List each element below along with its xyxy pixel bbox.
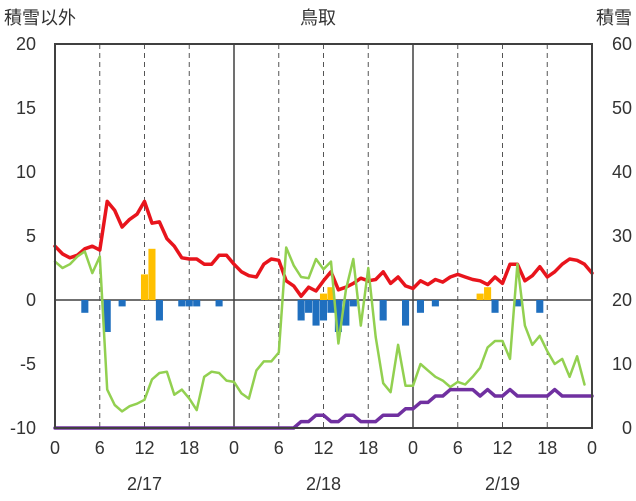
bar bbox=[431, 300, 439, 307]
series-line bbox=[53, 199, 594, 298]
chart-title: 鳥取 bbox=[300, 8, 336, 29]
date-label: 2/19 bbox=[485, 474, 520, 494]
bar bbox=[103, 300, 111, 332]
right-tick-label: 0 bbox=[622, 418, 632, 438]
right-tick-label: 20 bbox=[612, 290, 632, 310]
x-axis-ticks: 0 6 12 18 0 6 12 18 0 6 12 18 0 bbox=[50, 438, 597, 458]
x-tick-label: 6 bbox=[274, 438, 284, 458]
bar bbox=[297, 300, 305, 321]
right-axis-ticks: 60 50 40 30 20 10 0 bbox=[612, 34, 632, 438]
x-tick-label: 0 bbox=[50, 438, 60, 458]
series-line bbox=[53, 246, 586, 413]
left-tick-label: 20 bbox=[16, 34, 36, 54]
bar bbox=[312, 300, 320, 326]
bar bbox=[349, 300, 357, 307]
left-tick-label: 0 bbox=[26, 290, 36, 310]
left-tick-label: 15 bbox=[16, 98, 36, 118]
right-tick-label: 10 bbox=[612, 354, 632, 374]
left-axis-ticks: 20 15 10 5 0 -5 -10 bbox=[10, 34, 36, 438]
bar bbox=[118, 300, 126, 307]
date-label: 2/18 bbox=[306, 474, 341, 494]
bar bbox=[81, 300, 89, 313]
left-tick-label: 10 bbox=[16, 162, 36, 182]
bar bbox=[491, 300, 499, 313]
x-tick-label: 6 bbox=[453, 438, 463, 458]
bar bbox=[416, 300, 425, 313]
x-tick-label: 18 bbox=[358, 438, 378, 458]
right-tick-label: 30 bbox=[612, 226, 632, 246]
bar bbox=[342, 300, 350, 326]
bar bbox=[536, 300, 544, 313]
x-tick-label: 0 bbox=[587, 438, 597, 458]
bar bbox=[484, 287, 492, 300]
x-tick-label: 12 bbox=[134, 438, 154, 458]
right-tick-label: 60 bbox=[612, 34, 632, 54]
x-tick-label: 6 bbox=[95, 438, 105, 458]
bar bbox=[319, 293, 328, 300]
bar bbox=[327, 287, 335, 300]
bar bbox=[185, 300, 193, 307]
x-tick-label: 18 bbox=[537, 438, 557, 458]
left-axis-label: 積雪以外 bbox=[4, 8, 76, 29]
bar-series bbox=[81, 248, 544, 332]
bar bbox=[319, 300, 328, 321]
x-tick-label: 18 bbox=[179, 438, 199, 458]
left-tick-label: -5 bbox=[20, 354, 36, 374]
series-line bbox=[53, 387, 594, 430]
bar bbox=[513, 300, 521, 307]
date-label: 2/17 bbox=[127, 474, 162, 494]
x-tick-label: 0 bbox=[408, 438, 418, 458]
bar bbox=[178, 300, 186, 307]
bar bbox=[379, 300, 387, 321]
right-axis-label: 積雪 bbox=[596, 8, 632, 29]
bar bbox=[327, 300, 335, 313]
left-tick-label: 5 bbox=[26, 226, 36, 246]
bar bbox=[155, 300, 163, 321]
line-series bbox=[53, 199, 594, 430]
bar bbox=[305, 300, 313, 313]
bar bbox=[334, 300, 342, 332]
right-tick-label: 40 bbox=[612, 162, 632, 182]
bar bbox=[476, 293, 484, 300]
date-labels: 2/17 2/18 2/19 bbox=[127, 474, 520, 494]
bar bbox=[193, 300, 201, 307]
x-tick-label: 12 bbox=[492, 438, 512, 458]
bar bbox=[148, 248, 156, 300]
right-tick-label: 50 bbox=[612, 98, 632, 118]
bar bbox=[140, 274, 149, 300]
bar bbox=[401, 300, 410, 326]
x-tick-label: 12 bbox=[313, 438, 333, 458]
grid-lines bbox=[55, 44, 592, 428]
left-tick-label: -10 bbox=[10, 418, 36, 438]
bar bbox=[215, 300, 223, 307]
x-tick-label: 0 bbox=[229, 438, 239, 458]
plot-frame bbox=[54, 43, 593, 429]
